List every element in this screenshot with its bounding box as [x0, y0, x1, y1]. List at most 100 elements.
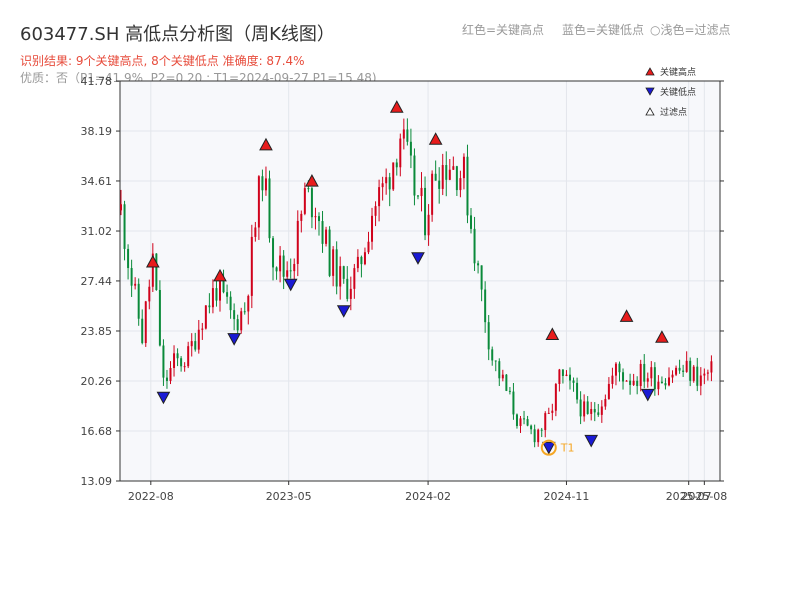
- candle-body: [120, 204, 123, 211]
- key-high-marker: [305, 174, 319, 187]
- candle-body: [682, 370, 685, 372]
- candle-body: [710, 361, 713, 373]
- candle: [508, 387, 511, 395]
- candle-body: [233, 310, 236, 320]
- candle-body: [544, 413, 547, 431]
- candle: [639, 359, 642, 392]
- candle: [576, 377, 579, 404]
- candle-body: [692, 366, 695, 381]
- candle-body: [618, 363, 621, 373]
- candle-body: [240, 311, 243, 331]
- candle-body: [310, 188, 313, 218]
- candle-body: [169, 367, 172, 381]
- candle: [183, 362, 186, 372]
- y-tick-label: 31.02: [81, 225, 113, 238]
- candle: [625, 380, 628, 382]
- candle-body: [611, 375, 614, 384]
- candle: [699, 367, 702, 396]
- candle-body: [498, 361, 501, 379]
- candle: [526, 415, 529, 427]
- candle: [466, 144, 469, 224]
- candle: [533, 424, 536, 448]
- candle: [148, 279, 151, 310]
- candle-body: [144, 301, 147, 344]
- candle-body: [487, 322, 490, 350]
- candle-body: [512, 391, 515, 415]
- candle-body: [307, 188, 310, 190]
- candle-body: [505, 374, 508, 391]
- candle-body: [360, 256, 363, 265]
- candle-body: [176, 353, 179, 359]
- candle: [194, 332, 197, 352]
- candle: [710, 355, 713, 382]
- candle: [173, 345, 176, 377]
- candle-body: [470, 215, 473, 229]
- candle: [300, 210, 303, 233]
- candle-body: [526, 419, 529, 426]
- candle-body: [452, 166, 455, 170]
- candle-body: [261, 176, 264, 191]
- candle-body: [703, 373, 706, 376]
- candle-body: [339, 266, 342, 287]
- candle: [211, 279, 214, 314]
- candle-body: [388, 177, 391, 190]
- candle: [452, 156, 455, 171]
- candle: [629, 373, 632, 395]
- candle: [494, 360, 497, 372]
- candle: [328, 226, 331, 278]
- candle-body: [296, 220, 299, 264]
- candle-body: [151, 253, 154, 287]
- candle-body: [420, 187, 423, 197]
- header-legend-light-label: 浅色=过滤点: [660, 23, 731, 37]
- candle-body: [466, 156, 469, 216]
- candle-body: [632, 380, 635, 385]
- candle-body: [279, 255, 282, 272]
- key-low-marker: [541, 441, 556, 455]
- candle: [402, 118, 405, 150]
- candle-body: [604, 399, 607, 407]
- candle-body: [664, 383, 667, 386]
- candle: [261, 169, 264, 202]
- candle: [272, 235, 275, 281]
- candle: [653, 362, 656, 396]
- t1-marker: [540, 439, 557, 456]
- candle: [371, 207, 374, 250]
- candle-body: [523, 418, 526, 420]
- candle: [363, 247, 366, 266]
- candle: [392, 162, 395, 191]
- candle: [215, 280, 218, 307]
- legend-filtered-icon: [645, 107, 655, 116]
- candle: [540, 427, 543, 438]
- candle-body: [689, 360, 692, 381]
- candle-body: [607, 383, 610, 400]
- candle-body: [445, 165, 448, 180]
- key-high-marker: [389, 100, 404, 113]
- candle-body: [576, 382, 579, 400]
- candle: [385, 168, 388, 195]
- candle-body: [699, 375, 702, 386]
- candle-body: [639, 363, 642, 387]
- candle: [523, 410, 526, 425]
- y-tick-label: 27.44: [81, 275, 113, 288]
- header-legend-red: 红色=关键高点: [462, 23, 545, 37]
- candle-body: [636, 380, 639, 387]
- candle-body: [137, 283, 140, 319]
- candle-body: [194, 341, 197, 350]
- candle: [685, 351, 688, 373]
- chart-title: 603477.SH 高低点分析图（周K线图）: [20, 24, 335, 45]
- candle: [137, 278, 140, 326]
- candle: [155, 253, 158, 291]
- candle: [614, 362, 617, 386]
- legend-high-label: 关键高点: [660, 66, 696, 78]
- candle: [462, 153, 465, 190]
- candle: [643, 354, 646, 389]
- candle-body: [696, 366, 699, 386]
- candle: [597, 403, 600, 417]
- candle-body: [243, 311, 246, 313]
- candle: [360, 255, 363, 278]
- candle-body: [247, 295, 250, 312]
- candle-body: [229, 296, 232, 311]
- candle-body: [127, 248, 130, 269]
- candle: [381, 176, 384, 201]
